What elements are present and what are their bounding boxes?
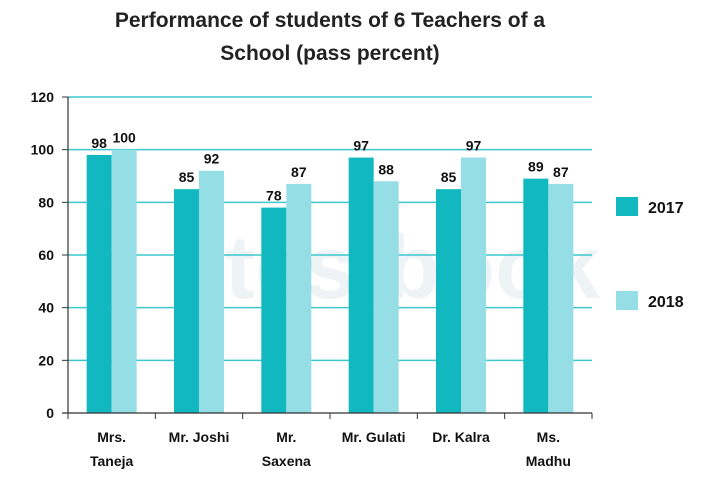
y-tick-label: 20 bbox=[38, 352, 54, 368]
bar-2018 bbox=[286, 183, 312, 413]
y-tick-label: 40 bbox=[38, 300, 54, 316]
bar-layer: 98 85 78 97 85 89 100 92 87 88 97 87 bbox=[86, 130, 574, 413]
axis-layer: 0 20 40 60 80 100 120 Mrs. Taneja Mr. Joshi Mr. Sax… bbox=[31, 89, 593, 469]
legend: 2017 2018 bbox=[616, 197, 684, 311]
data-label: 88 bbox=[378, 161, 394, 177]
chart-title-line-2: School (pass percent) bbox=[220, 42, 440, 65]
chart-title-line-1: Performance of students of 6 Teachers of… bbox=[114, 9, 546, 32]
bar-2018 bbox=[111, 149, 137, 413]
legend-label-2018: 2018 bbox=[648, 294, 684, 311]
category-label: Mr. Joshi bbox=[169, 429, 230, 445]
category-label: Mrs. bbox=[97, 429, 126, 445]
category-label: Saxena bbox=[262, 453, 311, 469]
category-label: Madhu bbox=[526, 453, 571, 469]
data-label: 78 bbox=[266, 188, 282, 204]
data-label: 87 bbox=[291, 164, 307, 180]
category-label: Mr. bbox=[276, 429, 296, 445]
data-label: 92 bbox=[204, 151, 220, 167]
bar-2017 bbox=[261, 207, 287, 413]
bar-2018 bbox=[461, 157, 486, 413]
y-tick-label: 60 bbox=[38, 247, 54, 263]
data-label: 85 bbox=[179, 169, 195, 185]
y-tick-label: 0 bbox=[46, 405, 54, 421]
data-label: 97 bbox=[353, 138, 369, 154]
chart-title: Performance of students of 6 Teachers of… bbox=[0, 4, 660, 70]
legend-label-2017: 2017 bbox=[648, 200, 684, 217]
data-label: 100 bbox=[112, 130, 136, 146]
y-tick-label: 80 bbox=[38, 194, 54, 210]
bar-2017 bbox=[523, 178, 549, 413]
y-tick-label: 120 bbox=[31, 89, 55, 105]
legend-swatch-2018 bbox=[616, 291, 638, 310]
grid-layer bbox=[68, 96, 592, 362]
bar-2017 bbox=[436, 189, 461, 413]
bar-2017 bbox=[86, 154, 112, 413]
bar-2018 bbox=[373, 181, 399, 413]
bar-2018 bbox=[548, 183, 574, 413]
data-label: 98 bbox=[91, 135, 107, 151]
data-label: 89 bbox=[528, 159, 544, 175]
y-tick-label: 100 bbox=[31, 142, 55, 158]
data-label: 85 bbox=[441, 169, 457, 185]
bar-2017 bbox=[348, 157, 374, 413]
category-label: Dr. Kalra bbox=[432, 429, 490, 445]
category-label: Taneja bbox=[90, 453, 134, 469]
bar-2017 bbox=[174, 189, 199, 413]
data-label: 97 bbox=[466, 138, 482, 154]
legend-swatch-2017 bbox=[616, 197, 638, 216]
bar-2018 bbox=[199, 170, 224, 413]
category-label: Ms. bbox=[537, 429, 560, 445]
data-label: 87 bbox=[553, 164, 569, 180]
category-label: Mr. Gulati bbox=[342, 429, 406, 445]
